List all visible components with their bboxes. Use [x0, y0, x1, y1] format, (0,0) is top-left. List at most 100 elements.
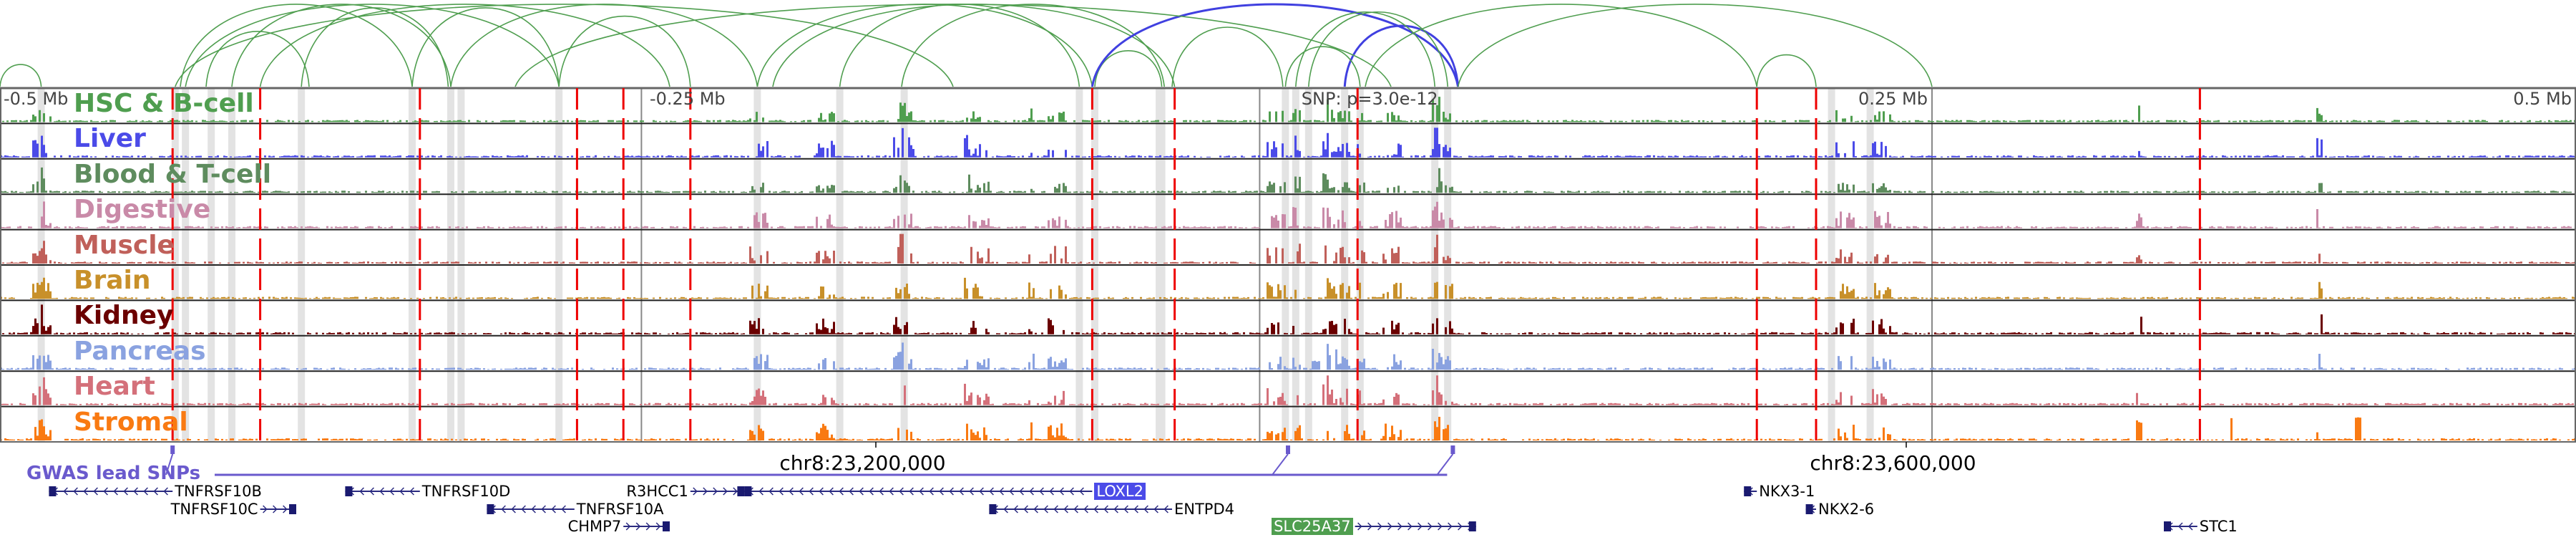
strand-arrow-icon	[93, 487, 98, 496]
coordinate-label: chr8:23,200,000	[779, 451, 946, 475]
strand-arrow-icon	[879, 487, 884, 496]
track-label: Liver	[74, 124, 146, 154]
strand-arrow-icon	[409, 487, 414, 496]
gene-label: R3HCC1	[626, 483, 688, 500]
strand-arrow-icon	[1003, 505, 1008, 514]
strand-arrow-icon	[779, 487, 784, 496]
strand-arrow-icon	[809, 487, 814, 496]
signal-liver	[0, 127, 2576, 158]
link-arc	[0, 64, 42, 87]
gene-exon	[1468, 521, 1476, 531]
link-arc	[1365, 4, 1757, 87]
strand-arrow-icon	[939, 487, 944, 496]
strand-arrow-icon	[769, 487, 774, 496]
strand-arrow-icon	[1043, 505, 1048, 514]
strand-arrow-icon	[399, 487, 404, 496]
link-arc	[175, 4, 954, 87]
strand-arrow-icon	[541, 505, 546, 514]
track-label: Muscle	[74, 230, 175, 260]
signal-kidney	[2, 304, 2576, 334]
strand-arrow-icon	[133, 487, 138, 496]
link-arc	[185, 4, 560, 87]
gwas-snp-marker	[1286, 445, 1290, 454]
gwas-snp-pointer	[165, 453, 174, 476]
gene-label: SLC25A37	[1272, 518, 1353, 535]
track-label: Pancreas	[74, 336, 206, 366]
strand-arrow-icon	[1397, 522, 1402, 531]
strand-arrow-icon	[1029, 487, 1034, 496]
strand-arrow-icon	[869, 487, 874, 496]
strand-arrow-icon	[758, 487, 763, 496]
strand-arrow-icon	[1023, 505, 1028, 514]
strand-arrow-icon	[273, 505, 278, 514]
signal-stromal	[0, 417, 2576, 440]
link-arc	[1284, 46, 1361, 87]
gene-label: CHMP7	[567, 518, 622, 535]
strand-arrow-icon	[1033, 505, 1038, 514]
link-arc	[259, 4, 670, 87]
track-label: Kidney	[74, 301, 174, 331]
strand-arrow-icon	[1083, 505, 1088, 514]
strand-arrow-icon	[63, 487, 68, 496]
strand-arrow-icon	[2187, 522, 2193, 531]
strand-arrow-icon	[1019, 487, 1024, 496]
strand-arrow-icon	[1428, 522, 1433, 531]
strand-arrow-icon	[531, 505, 536, 514]
strand-arrow-icon	[1123, 505, 1128, 514]
strand-arrow-icon	[1357, 522, 1362, 531]
strand-arrow-icon	[73, 487, 78, 496]
strand-arrow-icon	[969, 487, 974, 496]
link-arc	[901, 4, 1165, 87]
strand-arrow-icon	[283, 505, 288, 514]
link-arc	[1457, 4, 1933, 87]
strand-arrow-icon	[389, 487, 394, 496]
strand-arrow-icon	[723, 487, 728, 496]
track-label: Heart	[74, 372, 155, 402]
link-arc	[839, 4, 1080, 87]
strand-arrow-icon	[1093, 505, 1098, 514]
strand-arrow-icon	[859, 487, 864, 496]
strand-arrow-icon	[1069, 487, 1074, 496]
strand-arrow-icon	[789, 487, 794, 496]
strand-arrow-icon	[263, 505, 268, 514]
signal-pancreas	[0, 342, 2576, 370]
strand-arrow-icon	[899, 487, 904, 496]
strand-arrow-icon	[1448, 522, 1453, 531]
strand-arrow-icon	[359, 487, 364, 496]
strand-arrow-icon	[1113, 505, 1118, 514]
gene-label: TNFRSF10A	[576, 501, 664, 518]
strand-arrow-icon	[1143, 505, 1148, 514]
gene-exon	[1744, 486, 1752, 496]
strand-arrow-icon	[849, 487, 854, 496]
strand-arrow-icon	[1063, 505, 1068, 514]
strand-arrow-icon	[999, 487, 1004, 496]
link-arc	[205, 31, 310, 87]
strand-arrow-icon	[919, 487, 924, 496]
strand-arrow-icon	[153, 487, 158, 496]
strand-arrow-icon	[163, 487, 168, 496]
axis-label: 0.25 Mb	[1858, 89, 1928, 109]
signal-brain	[0, 277, 2576, 299]
strand-arrow-icon	[949, 487, 954, 496]
strand-arrow-icon	[1133, 505, 1138, 514]
strand-arrow-icon	[959, 487, 964, 496]
coordinate-label: chr8:23,600,000	[1810, 451, 1976, 475]
link-arc	[514, 4, 1392, 87]
strand-arrow-icon	[103, 487, 108, 496]
gwas-snp-pointer	[1272, 453, 1289, 476]
strand-arrow-icon	[929, 487, 934, 496]
strand-arrow-icon	[551, 505, 556, 514]
gwas-snp-marker	[1450, 445, 1455, 454]
gene-label: NKX3-1	[1759, 483, 1815, 500]
axis-label: -0.5 Mb	[4, 89, 69, 109]
strand-arrow-icon	[1013, 505, 1018, 514]
strand-arrow-icon	[369, 487, 374, 496]
gwas-snp-pointer	[1436, 453, 1454, 476]
signal-hsc-b-cell	[2, 97, 2576, 122]
highlighted-link-arc	[1091, 3, 1460, 87]
gene-label: NKX2-6	[1818, 501, 1875, 518]
strand-arrow-icon	[1458, 522, 1463, 531]
link-arc	[1756, 54, 1817, 87]
gene-exon	[663, 521, 670, 531]
axis-label: 0.5 Mb	[2513, 89, 2572, 109]
